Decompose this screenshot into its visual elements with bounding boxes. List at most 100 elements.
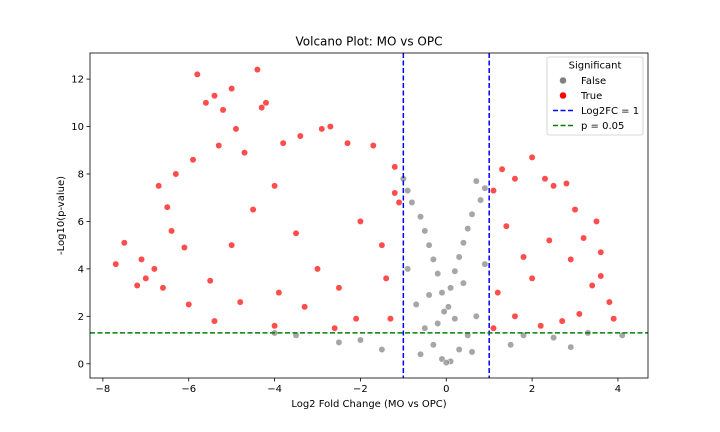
point-false <box>442 359 450 367</box>
point-false <box>468 210 476 218</box>
point-true <box>356 217 364 225</box>
point-false <box>464 331 472 339</box>
point-true <box>112 260 120 268</box>
point-true <box>262 99 270 107</box>
point-true <box>142 274 150 282</box>
point-true <box>597 272 605 280</box>
point-true <box>271 322 279 330</box>
point-false <box>451 267 459 275</box>
point-true <box>575 310 583 318</box>
point-false <box>520 331 527 339</box>
point-false <box>618 331 626 339</box>
point-false <box>468 348 476 356</box>
point-false <box>404 265 412 273</box>
point-true <box>228 241 236 249</box>
point-true <box>545 236 553 244</box>
point-true <box>155 182 163 190</box>
point-false <box>481 260 489 268</box>
point-false <box>408 199 416 206</box>
legend-marker-true <box>559 91 567 100</box>
point-true <box>120 239 128 247</box>
x-axis-label: Log2 Fold Change (MO vs OPC) <box>291 399 446 410</box>
point-false <box>455 346 463 353</box>
reference-lines <box>90 53 648 378</box>
point-false <box>447 284 454 292</box>
point-true <box>202 99 210 107</box>
point-false <box>451 315 459 323</box>
point-false <box>481 184 489 192</box>
x-tick-label: −4 <box>267 384 282 395</box>
legend-label-pvalue: p = 0.05 <box>581 121 624 132</box>
point-true <box>593 217 600 225</box>
point-false <box>434 270 442 278</box>
point-true <box>588 282 596 289</box>
point-true <box>331 324 339 332</box>
point-true <box>558 317 566 325</box>
y-axis-label: -Log10(p-value) <box>56 176 67 255</box>
plot-frame <box>89 52 649 379</box>
y-tick-label: 6 <box>78 217 84 228</box>
point-false <box>464 225 472 233</box>
point-false <box>421 324 429 332</box>
legend-title: Significant <box>569 61 622 72</box>
point-true <box>382 274 390 282</box>
point-true <box>498 165 506 173</box>
point-false <box>507 341 515 349</box>
point-true <box>391 163 399 171</box>
point-false <box>434 319 442 327</box>
point-true <box>253 66 261 74</box>
y-tick-label: 0 <box>78 359 84 370</box>
point-true <box>326 123 334 130</box>
point-true <box>605 298 613 306</box>
point-true <box>580 234 588 242</box>
x-axis-ticks: −8 −6 −4 −2 0 2 4 <box>96 378 621 395</box>
point-false <box>421 227 429 235</box>
point-true <box>318 125 326 133</box>
point-true <box>571 206 579 214</box>
point-true <box>292 229 300 237</box>
point-true <box>215 142 223 149</box>
point-true <box>168 227 176 235</box>
point-true <box>301 303 309 311</box>
point-false <box>459 279 467 287</box>
y-tick-label: 4 <box>78 264 84 275</box>
point-true <box>610 315 618 323</box>
point-true <box>550 182 558 190</box>
point-false <box>438 289 446 297</box>
point-false <box>477 196 485 204</box>
point-true <box>211 317 218 325</box>
point-true <box>490 187 497 195</box>
point-false <box>404 187 412 195</box>
point-true <box>211 92 218 100</box>
point-true <box>296 132 304 140</box>
point-true <box>541 175 549 183</box>
point-true <box>150 265 158 273</box>
point-true <box>232 125 240 133</box>
point-true <box>502 222 510 230</box>
point-true <box>138 255 145 263</box>
x-tick-label: −2 <box>353 384 368 395</box>
point-true <box>387 315 394 323</box>
point-false <box>417 213 424 221</box>
legend-label-true: True <box>580 91 602 102</box>
legend-marker-false <box>559 76 567 85</box>
point-true <box>258 104 266 112</box>
point-true <box>163 203 171 211</box>
point-false <box>444 303 452 311</box>
point-true <box>352 315 360 323</box>
point-true <box>391 189 399 197</box>
point-true <box>279 139 287 147</box>
point-true <box>494 289 502 297</box>
point-false <box>425 291 433 299</box>
point-true <box>395 199 403 206</box>
point-true <box>378 241 386 249</box>
point-true <box>275 289 283 297</box>
point-true <box>563 180 570 187</box>
point-true <box>159 284 167 292</box>
point-false <box>567 343 575 351</box>
point-false <box>412 301 420 308</box>
point-false <box>440 308 448 316</box>
point-true <box>228 85 236 93</box>
point-false <box>472 312 480 320</box>
point-true <box>490 324 497 332</box>
